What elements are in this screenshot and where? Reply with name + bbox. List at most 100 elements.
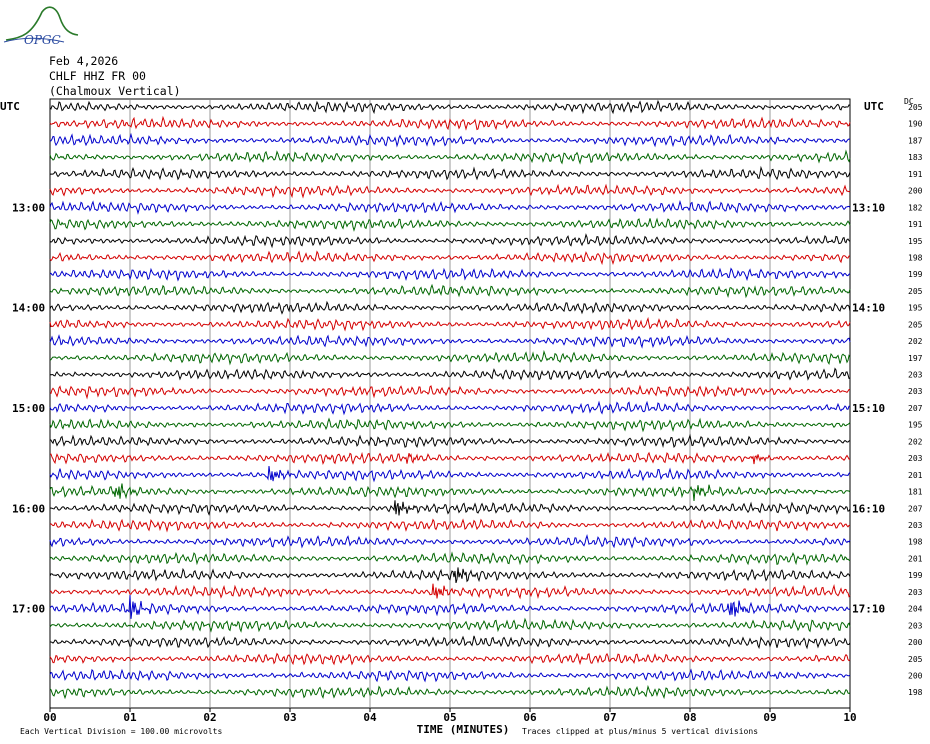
left-hour-label: 13:00 [12, 201, 45, 214]
dc-offset-label: 198 [908, 253, 923, 262]
x-tick-label: 05 [443, 711, 456, 724]
dc-offset-label: 200 [908, 638, 923, 647]
seismic-trace [49, 300, 851, 315]
station-component: (Chalmoux Vertical) [49, 84, 181, 98]
dc-offset-label: 203 [908, 371, 923, 380]
seismic-trace [50, 451, 851, 466]
x-tick-label: 04 [363, 711, 377, 724]
left-axis-title: UTC [0, 100, 20, 113]
seismic-trace [49, 283, 851, 299]
dc-offset-label: 200 [908, 187, 923, 196]
dc-offset-label: 205 [908, 103, 923, 112]
seismic-trace [49, 551, 851, 566]
dc-offset-label: 207 [908, 504, 923, 513]
x-tick-label: 10 [843, 711, 856, 724]
seismic-trace [49, 594, 851, 619]
logo-mountain-icon [5, 6, 79, 41]
seismic-trace [49, 684, 851, 700]
seismic-trace [49, 483, 851, 501]
x-tick-label: 06 [523, 711, 537, 724]
seismic-trace [49, 617, 851, 633]
seismic-trace [49, 349, 851, 366]
dc-offset-label: 203 [908, 454, 923, 463]
logo-text: OPGC [24, 33, 61, 46]
left-hour-label: 17:00 [12, 603, 45, 616]
right-hour-label: 15:10 [852, 402, 885, 415]
dc-offset-label: 198 [908, 688, 923, 697]
x-tick-label: 00 [43, 711, 56, 724]
dc-offset-label: 203 [908, 588, 923, 597]
seismic-trace [49, 518, 851, 533]
scale-note: Each Vertical Division = 100.00 microvol… [20, 727, 222, 736]
dc-offset-label: 201 [908, 554, 923, 563]
left-hour-label: 14:00 [12, 302, 45, 315]
x-tick-label: 09 [763, 711, 776, 724]
x-axis-label: TIME (MINUTES) [417, 723, 510, 736]
dc-offset-label: 183 [908, 153, 923, 162]
x-tick-label: 07 [603, 711, 616, 724]
seismic-trace [49, 233, 851, 249]
clip-note: Traces clipped at plus/minus 5 vertical … [522, 727, 758, 736]
dc-offset-label: 202 [908, 337, 923, 346]
dc-offset-label: 191 [908, 170, 923, 179]
dc-offset-label: 199 [908, 571, 923, 580]
right-hour-label: 16:10 [852, 502, 885, 515]
seismic-trace [49, 433, 851, 449]
seismic-trace [49, 500, 851, 516]
seismic-trace [49, 384, 851, 400]
dc-offset-label: 187 [908, 136, 923, 145]
seismic-trace [49, 400, 851, 416]
seismic-trace [49, 567, 851, 584]
seismic-trace [49, 668, 851, 683]
seismic-trace [49, 534, 851, 549]
seismic-trace [49, 132, 851, 148]
seismic-trace [49, 183, 851, 199]
left-hour-label: 16:00 [12, 502, 45, 515]
dc-offset-label: 203 [908, 521, 923, 530]
dc-offset-label: 195 [908, 237, 923, 246]
right-axis-title: UTC [864, 100, 884, 113]
opgc-logo: OPGC [2, 4, 82, 50]
dc-offset-label: 182 [908, 203, 923, 212]
dc-offset-label: 201 [908, 471, 923, 480]
dc-offset-label: 203 [908, 387, 923, 396]
dc-offset-label: 197 [908, 354, 923, 363]
dc-offset-label: 199 [908, 270, 923, 279]
x-tick-label: 02 [203, 711, 216, 724]
seismic-trace [49, 465, 851, 483]
dc-offset-label: 205 [908, 287, 923, 296]
dc-offset-label: 190 [908, 120, 923, 129]
plot-date: Feb 4,2026 [49, 54, 119, 68]
seismic-trace [49, 99, 851, 115]
seismic-trace [49, 316, 851, 332]
dc-offset-label: 195 [908, 304, 923, 313]
seismic-trace [49, 165, 851, 181]
x-tick-label: 03 [283, 711, 296, 724]
seismic-trace [49, 635, 851, 650]
dc-offset-label: 205 [908, 320, 923, 329]
right-hour-label: 14:10 [852, 302, 885, 315]
dc-label: DC [904, 97, 914, 106]
x-tick-label: 08 [683, 711, 696, 724]
right-hour-label: 17:10 [852, 603, 885, 616]
dc-offset-label: 191 [908, 220, 923, 229]
seismic-trace [49, 115, 851, 131]
dc-offset-label: 181 [908, 488, 923, 497]
seismic-trace [49, 250, 851, 266]
dc-offset-label: 207 [908, 404, 923, 413]
seismic-trace [49, 583, 851, 600]
right-hour-label: 13:10 [852, 201, 885, 214]
dc-offset-label: 203 [908, 621, 923, 630]
dc-offset-label: 198 [908, 538, 923, 547]
seismic-trace [49, 267, 851, 282]
seismic-trace [49, 149, 851, 165]
left-hour-label: 15:00 [12, 402, 45, 415]
dc-offset-label: 204 [908, 605, 923, 614]
dc-offset-label: 195 [908, 421, 923, 430]
dc-offset-label: 200 [908, 671, 923, 680]
dc-offset-label: 205 [908, 655, 923, 664]
x-tick-label: 01 [123, 711, 137, 724]
seismic-trace [49, 217, 851, 232]
dc-offset-label: 202 [908, 437, 923, 446]
